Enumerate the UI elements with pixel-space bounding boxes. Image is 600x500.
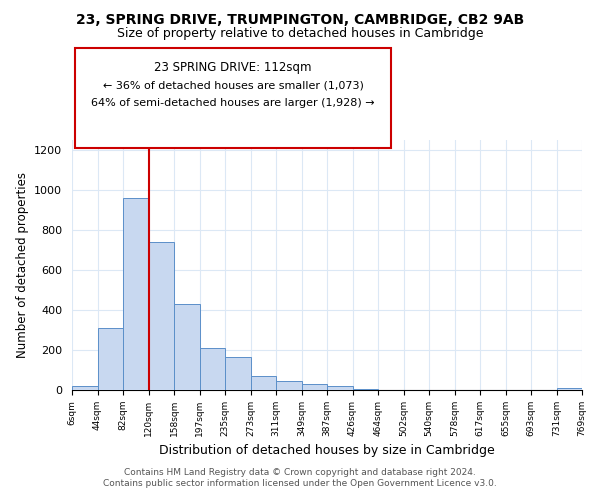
Text: Size of property relative to detached houses in Cambridge: Size of property relative to detached ho… (117, 28, 483, 40)
Bar (251, 376, 276, 390)
Bar (149, 242, 174, 390)
Bar (302, 384, 327, 390)
Bar (327, 386, 353, 390)
Bar (199, 348, 225, 390)
Bar (276, 381, 302, 390)
Text: Contains HM Land Registry data © Crown copyright and database right 2024.
Contai: Contains HM Land Registry data © Crown c… (103, 468, 497, 487)
Y-axis label: Number of detached properties: Number of detached properties (16, 172, 29, 358)
Bar (97, 328, 123, 390)
X-axis label: Distribution of detached houses by size in Cambridge: Distribution of detached houses by size … (159, 444, 495, 458)
Bar (557, 388, 582, 390)
Bar (174, 304, 199, 390)
Text: ← 36% of detached houses are smaller (1,073): ← 36% of detached houses are smaller (1,… (103, 80, 364, 90)
Bar (123, 198, 149, 390)
Text: 64% of semi-detached houses are larger (1,928) →: 64% of semi-detached houses are larger (… (91, 98, 375, 108)
Text: 23, SPRING DRIVE, TRUMPINGTON, CAMBRIDGE, CB2 9AB: 23, SPRING DRIVE, TRUMPINGTON, CAMBRIDGE… (76, 12, 524, 26)
Bar (353, 389, 378, 390)
Bar (225, 357, 251, 390)
Bar (72, 386, 97, 390)
Text: 23 SPRING DRIVE: 112sqm: 23 SPRING DRIVE: 112sqm (154, 61, 312, 74)
